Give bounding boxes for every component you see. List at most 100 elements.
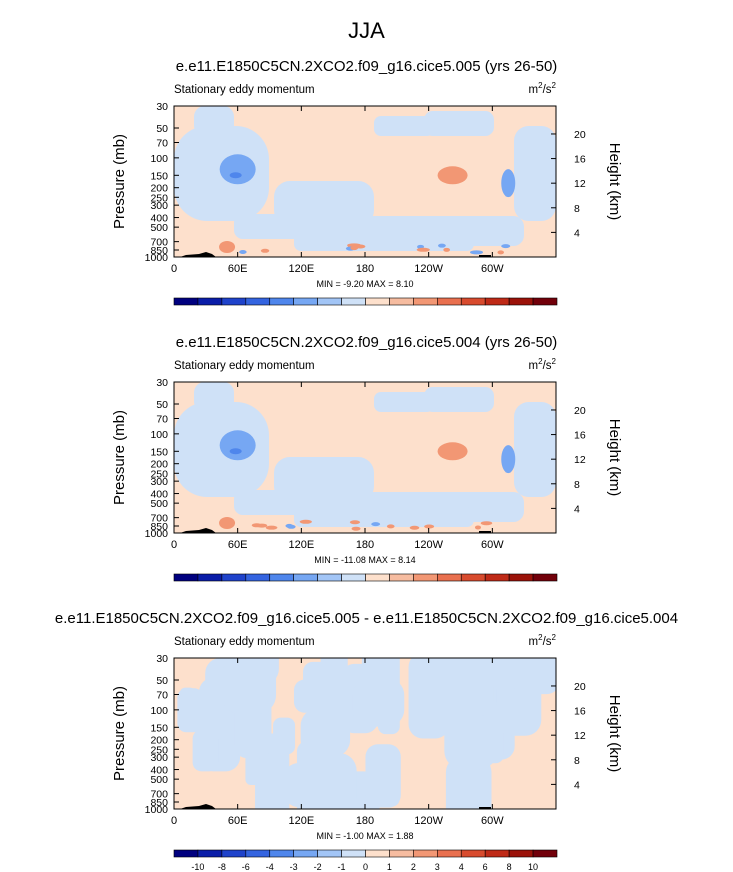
y-right-tick-label: 16: [574, 706, 586, 718]
field-speckle: [260, 248, 270, 253]
units-part: 2: [538, 357, 543, 366]
colorbar-swatch: [173, 849, 199, 858]
y-right-tick-label: 20: [574, 681, 586, 693]
y-tick-label: 850: [150, 245, 168, 257]
colorbar-swatch: [508, 849, 534, 858]
y-right-tick-label: 20: [574, 129, 586, 141]
y-tick-label: 50: [156, 123, 168, 135]
colorbar-label: 3: [435, 862, 440, 872]
field-speckle: [349, 520, 361, 525]
subtitle-left: Stationary eddy momentum: [174, 84, 315, 96]
field-negative-core: [501, 445, 516, 474]
units-label: m2/s2: [529, 81, 557, 96]
field-speckle: [371, 522, 381, 527]
terrain: [479, 807, 491, 809]
field-speckle: [497, 250, 505, 255]
units-label: m2/s2: [529, 633, 557, 648]
y-tick-label: 50: [156, 675, 168, 687]
min-max-label: MIN = -11.08 MAX = 8.14: [314, 555, 415, 565]
x-tick-label: 0: [171, 539, 177, 551]
y-tick-label: 70: [156, 137, 168, 149]
panel-middle: e.e11.E1850C5CN.2XCO2.f09_g16.cice5.004 …: [0, 276, 733, 582]
colorbar-label: -8: [218, 862, 226, 872]
x-tick-label: 120E: [288, 815, 314, 827]
field-min-center: [229, 448, 242, 455]
colorbar-swatch: [437, 849, 462, 858]
colorbar-swatch: [460, 849, 486, 858]
units-part: 2: [552, 81, 557, 90]
x-tick-label: 60W: [481, 815, 504, 827]
colorbar-label: 2: [411, 862, 416, 872]
y-tick-label: 850: [150, 521, 168, 533]
field-min-center: [229, 172, 242, 179]
y-tick-label: 700: [150, 513, 168, 525]
units-part: 2: [538, 81, 543, 90]
field-patch: [439, 671, 494, 717]
panel-title: e.e11.E1850C5CN.2XCO2.f09_g16.cice5.004 …: [175, 334, 558, 351]
y-right-tick-label: 20: [574, 405, 586, 417]
y-right-axis-title: Height (km): [606, 695, 623, 773]
field-speckle: [286, 524, 296, 529]
y-right-tick-label: 12: [574, 454, 586, 466]
x-tick-label: 180: [356, 815, 374, 827]
field-speckle: [256, 523, 268, 528]
field-patch: [365, 744, 401, 808]
subtitle-left: Stationary eddy momentum: [174, 360, 315, 372]
field-patch: [424, 387, 494, 412]
colorbar-swatch: [221, 849, 247, 858]
colorbar-swatch: [532, 849, 558, 858]
field-group: [174, 658, 556, 809]
units-part: /s: [543, 84, 552, 96]
x-tick-label: 60E: [228, 815, 248, 827]
field-group: [174, 382, 556, 533]
units-part: 2: [538, 633, 543, 642]
x-tick-label: 60E: [228, 539, 248, 551]
y-tick-label: 1000: [145, 528, 169, 540]
min-max-label: MIN = -9.20 MAX = 8.10: [316, 279, 413, 289]
y-tick-label: 300: [150, 200, 168, 212]
units-part: /s: [543, 360, 552, 372]
field-patch: [424, 111, 494, 136]
field-patch: [300, 708, 351, 757]
y-right-tick-label: 4: [574, 503, 580, 515]
colorbar-swatch: [389, 849, 414, 858]
y-tick-label: 300: [150, 476, 168, 488]
field-patch: [514, 126, 556, 221]
y-tick-label: 200: [150, 459, 168, 471]
field-max-core: [437, 166, 468, 185]
y-tick-label: 250: [150, 192, 168, 204]
field-patch: [352, 678, 405, 727]
x-tick-label: 180: [356, 539, 374, 551]
y-right-tick-label: 16: [574, 154, 586, 166]
panel-title: e.e11.E1850C5CN.2XCO2.f09_g16.cice5.005 …: [54, 610, 679, 627]
field-negative-core: [501, 169, 516, 198]
field-patch: [274, 181, 374, 226]
y-tick-label: 200: [150, 735, 168, 747]
units-part: m: [529, 360, 539, 372]
terrain: [479, 255, 491, 257]
colorbar-swatch: [341, 849, 366, 858]
field-lowlevel-max: [219, 517, 236, 530]
x-tick-label: 60W: [481, 263, 504, 275]
units-part: /s: [543, 636, 552, 648]
y-tick-label: 500: [150, 222, 168, 234]
x-tick-label: 0: [171, 263, 177, 275]
y-tick-label: 400: [150, 213, 168, 225]
terrain: [479, 531, 491, 533]
colorbar-label: 4: [459, 862, 464, 872]
colorbar-label: -10: [191, 862, 204, 872]
field-speckle: [424, 524, 435, 529]
field-patch: [194, 106, 234, 136]
field-speckle: [347, 243, 362, 248]
field-patch: [179, 687, 196, 728]
units-part: 2: [552, 633, 557, 642]
field-min-core: [219, 154, 256, 185]
y-tick-label: 50: [156, 399, 168, 411]
field-speckle: [350, 246, 359, 251]
y-tick-label: 500: [150, 774, 168, 786]
y-tick-label: 700: [150, 789, 168, 801]
field-max-core: [437, 442, 468, 461]
y-right-tick-label: 4: [574, 779, 580, 791]
colorbar-swatch: [197, 849, 223, 858]
field-patch: [293, 679, 325, 713]
